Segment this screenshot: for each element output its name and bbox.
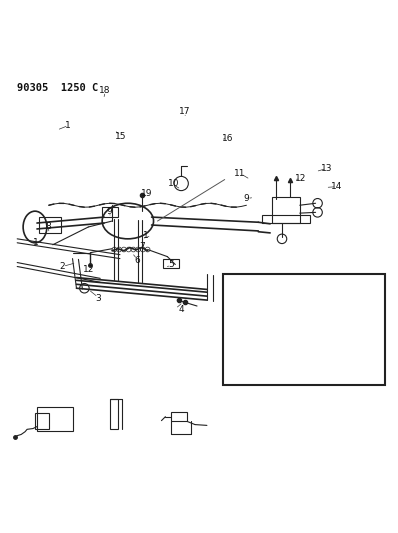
Text: 12: 12 (295, 174, 306, 183)
Text: 14: 14 (331, 182, 342, 191)
Text: 15: 15 (115, 132, 127, 141)
Text: 17: 17 (179, 107, 191, 116)
Text: 13: 13 (321, 164, 332, 173)
Text: 2: 2 (60, 262, 65, 271)
Text: 18: 18 (99, 86, 111, 95)
Text: 8: 8 (45, 222, 51, 231)
Text: 12: 12 (84, 265, 95, 274)
Text: 1: 1 (65, 120, 71, 130)
Text: 4: 4 (178, 305, 184, 314)
Text: 5: 5 (168, 260, 174, 269)
Text: 10: 10 (168, 179, 179, 188)
Bar (110, 399, 118, 429)
Text: 11: 11 (234, 169, 246, 178)
Bar (35, 413, 49, 429)
Text: 1: 1 (143, 231, 148, 240)
Text: 16: 16 (222, 134, 233, 142)
Text: 3: 3 (96, 294, 101, 303)
Text: 9: 9 (244, 194, 249, 203)
Text: 19: 19 (141, 189, 152, 198)
Text: 7: 7 (139, 242, 144, 251)
Text: 9: 9 (106, 207, 112, 216)
Text: 1: 1 (33, 238, 39, 247)
Bar (37, 407, 72, 431)
Bar (262, 215, 310, 223)
Bar (223, 274, 385, 385)
Text: 90305  1250 C: 90305 1250 C (17, 83, 98, 93)
Bar (272, 197, 300, 223)
Bar (171, 411, 187, 422)
Text: 6: 6 (135, 256, 140, 265)
